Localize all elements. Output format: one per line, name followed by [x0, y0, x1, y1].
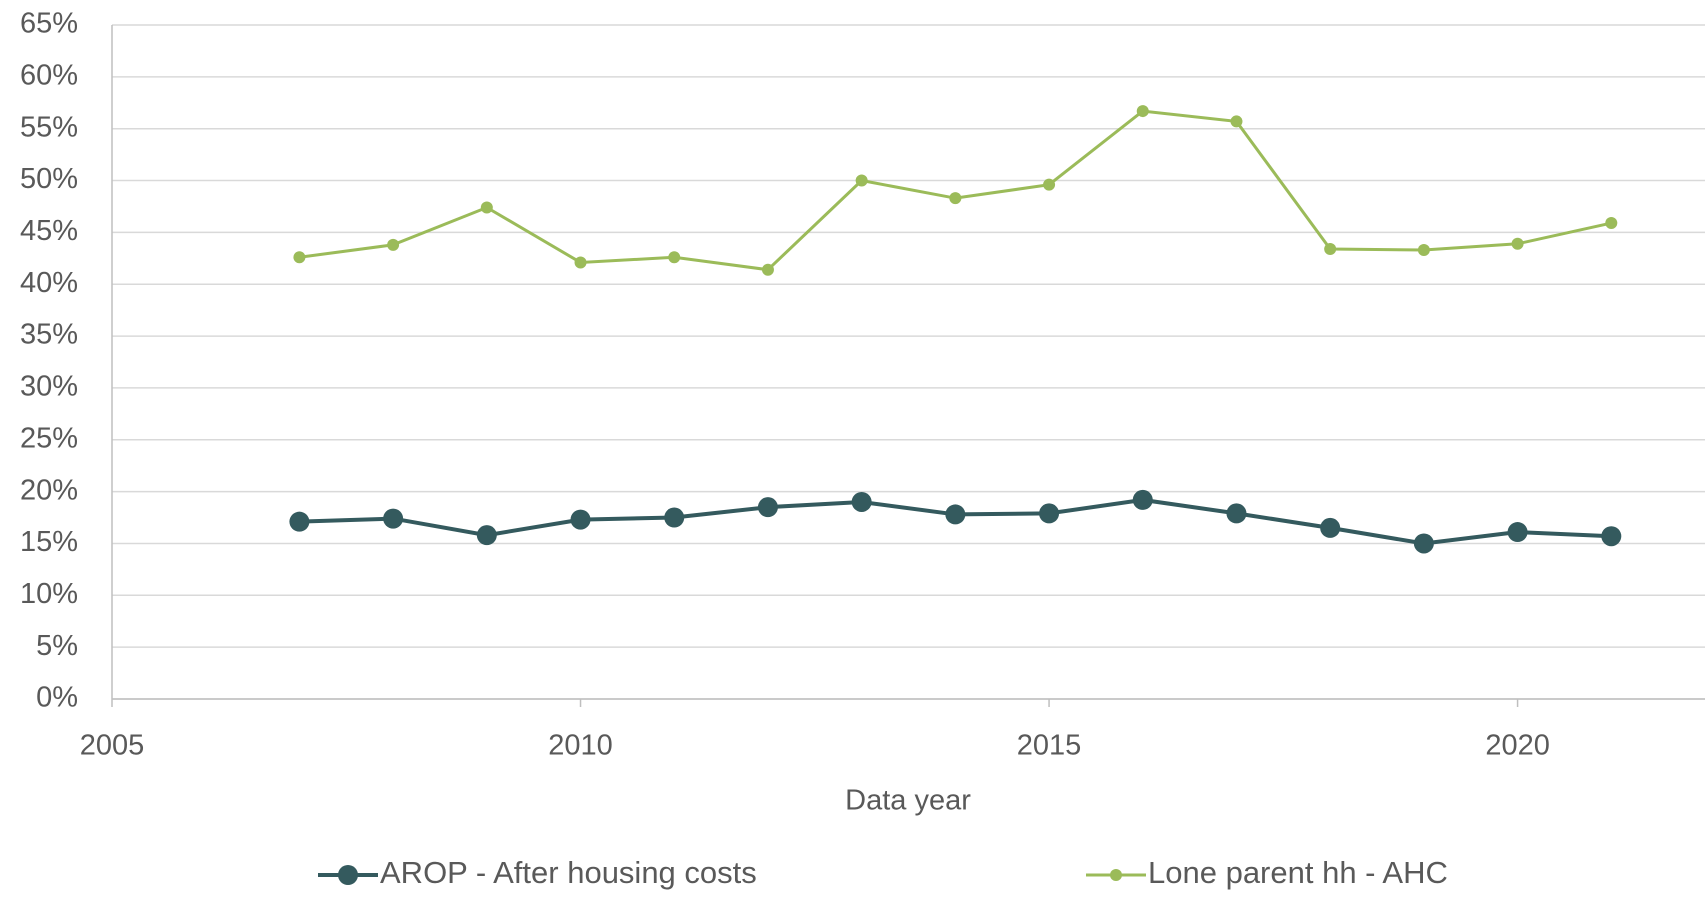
data-point	[574, 256, 587, 269]
y-tick-label: 30%	[20, 371, 78, 403]
legend-label: AROP - After housing costs	[380, 855, 757, 890]
data-point	[664, 507, 685, 528]
data-point	[757, 497, 778, 518]
data-point	[1413, 533, 1434, 554]
y-tick-label: 55%	[20, 111, 78, 143]
data-point	[480, 201, 493, 214]
y-tick-label: 60%	[20, 60, 78, 92]
y-tick-label: 20%	[20, 474, 78, 506]
y-tick-label: 45%	[20, 215, 78, 247]
data-point	[570, 509, 591, 530]
data-point	[949, 192, 962, 205]
series-line	[299, 109, 1612, 272]
x-tick-label: 2020	[1485, 730, 1550, 762]
data-point	[1605, 217, 1618, 230]
data-point	[1136, 105, 1149, 118]
y-tick-label: 0%	[36, 682, 78, 714]
data-point	[383, 508, 404, 529]
data-point	[289, 511, 310, 532]
y-tick-label: 40%	[20, 267, 78, 299]
data-point	[1132, 489, 1153, 510]
legend-marker	[1110, 869, 1122, 881]
data-point	[1230, 115, 1243, 128]
x-tick-label: 2010	[548, 730, 613, 762]
y-tick-label: 5%	[36, 630, 78, 662]
data-point	[387, 238, 400, 251]
data-point	[1417, 244, 1430, 257]
data-point	[293, 251, 306, 264]
legend-marker	[338, 865, 358, 885]
data-point	[1226, 503, 1247, 524]
y-tick-label: 10%	[20, 578, 78, 610]
data-point	[1043, 178, 1056, 191]
data-point	[1320, 517, 1341, 538]
data-point	[1039, 503, 1060, 524]
data-point	[855, 174, 868, 187]
data-point	[1507, 522, 1528, 543]
data-point	[476, 525, 497, 546]
data-point	[851, 491, 872, 512]
x-axis-label: Data year	[845, 785, 971, 817]
data-point	[761, 263, 774, 276]
y-tick-label: 25%	[20, 422, 78, 454]
y-tick-label: 35%	[20, 319, 78, 351]
data-point	[1601, 526, 1622, 547]
legend-label: Lone parent hh - AHC	[1148, 855, 1448, 890]
data-point	[1324, 242, 1337, 255]
x-tick-label: 2015	[1017, 730, 1082, 762]
x-tick-label: 2005	[80, 730, 145, 762]
data-point	[945, 504, 966, 525]
data-point	[668, 251, 681, 264]
y-tick-label: 50%	[20, 163, 78, 195]
y-tick-label: 15%	[20, 526, 78, 558]
y-tick-label: 65%	[20, 8, 78, 40]
data-point	[1511, 237, 1524, 250]
